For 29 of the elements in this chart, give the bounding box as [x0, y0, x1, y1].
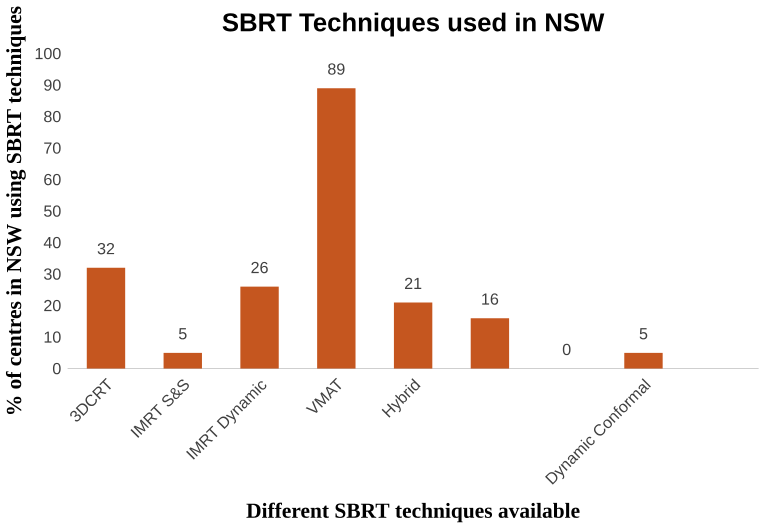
- bar: [164, 352, 202, 368]
- bar: [317, 88, 356, 368]
- x-axis-title: Different SBRT techniques available: [246, 502, 580, 522]
- data-label: 32: [98, 242, 114, 254]
- y-tick-label: 70: [44, 142, 61, 154]
- bar: [470, 318, 510, 368]
- y-tick-label: 0: [52, 362, 61, 374]
- y-tick-label: 90: [44, 79, 61, 91]
- data-label: 26: [251, 262, 268, 274]
- bar: [240, 286, 279, 368]
- y-tick-label: 100: [36, 48, 61, 60]
- y-tick-label: 40: [44, 236, 61, 248]
- data-label: 21: [404, 278, 422, 289]
- data-label: 89: [328, 63, 345, 75]
- y-tick-label: 80: [44, 110, 61, 122]
- data-label: 16: [482, 293, 498, 305]
- y-tick-label: 50: [44, 205, 61, 217]
- chart-title: SBRT Techniques used in NSW: [222, 12, 604, 36]
- bar: [394, 302, 432, 368]
- y-tick-label: 10: [44, 331, 61, 343]
- y-tick-label: 60: [44, 174, 61, 186]
- data-label: 5: [178, 328, 187, 340]
- y-tick-label: 20: [44, 300, 61, 312]
- data-label: 5: [640, 328, 648, 340]
- bar: [86, 268, 126, 368]
- y-axis-title: % of centres in NSW using SBRT techniques: [6, 6, 26, 414]
- bar: [624, 352, 663, 368]
- y-tick-label: 30: [44, 268, 61, 280]
- data-label: 0: [562, 344, 571, 356]
